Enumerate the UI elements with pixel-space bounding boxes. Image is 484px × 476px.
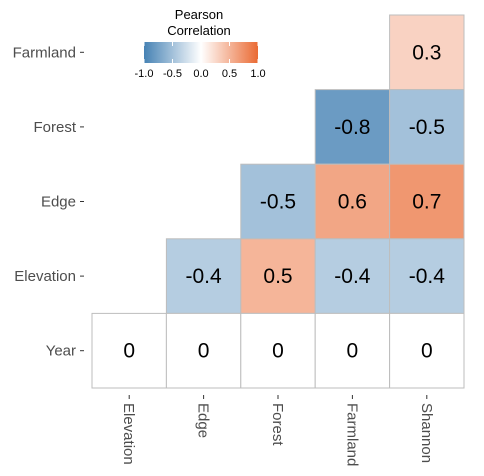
cell-value-label: -0.4 [409, 265, 446, 288]
cell-value-label: -0.5 [260, 191, 296, 214]
cell-value-label: 0 [123, 340, 135, 363]
cell-value-label: 0.3 [412, 41, 441, 64]
legend-tick-label: -0.5 [163, 68, 182, 80]
legend-tick-label: 0.0 [193, 68, 208, 80]
heatmap-cell [389, 238, 465, 314]
heatmap-cell [240, 238, 316, 314]
row-axis-label: Forest [33, 119, 76, 136]
row-axis-label: Edge [41, 194, 76, 211]
column-axis-label: Forest [269, 403, 286, 446]
cell-value-label: 0 [198, 340, 210, 363]
column-axis-label: Elevation [120, 403, 137, 465]
legend-tick-label: -1.0 [135, 68, 154, 80]
column-axis-label: Farmland [343, 403, 360, 466]
column-axis-label: Edge [195, 403, 212, 438]
cell-value-label: 0.5 [263, 265, 292, 288]
legend: Pearson Correlation -1.0 -0.5 0.0 0.5 1.0 [135, 7, 266, 80]
cell-value-label: 0 [421, 340, 433, 363]
row-axis-label: Year [46, 343, 76, 360]
heatmap-cell [314, 163, 391, 240]
cell-value-label: -0.4 [334, 265, 371, 288]
cell-value-label: 0.6 [338, 191, 367, 214]
heatmap-cell [91, 312, 167, 389]
heatmap-cell [165, 238, 242, 314]
heatmap-cell [389, 14, 465, 91]
legend-tick-label: 1.0 [250, 68, 265, 80]
legend-color-bar [144, 42, 258, 63]
heatmap-cell [314, 312, 391, 389]
row-axis-label: Farmland [13, 44, 76, 61]
heatmap-cell [389, 312, 465, 389]
heatmap-cell [240, 312, 316, 389]
legend-title-line2: Correlation [167, 23, 231, 38]
heatmap-cell [389, 163, 465, 240]
legend-title-line1: Pearson [175, 7, 223, 22]
heatmap-cell [165, 312, 242, 389]
cell-value-label: -0.5 [409, 116, 445, 139]
cell-value-label: -0.8 [334, 116, 370, 139]
cell-value-label: -0.4 [186, 265, 223, 288]
cell-value-label: 0 [272, 340, 284, 363]
cell-value-label: 0 [347, 340, 359, 363]
column-axis-label: Shannon [418, 403, 435, 463]
legend-tick-label: 0.5 [222, 68, 237, 80]
cell-value-label: 0.7 [412, 191, 441, 214]
row-axis-label: Elevation [14, 268, 76, 285]
